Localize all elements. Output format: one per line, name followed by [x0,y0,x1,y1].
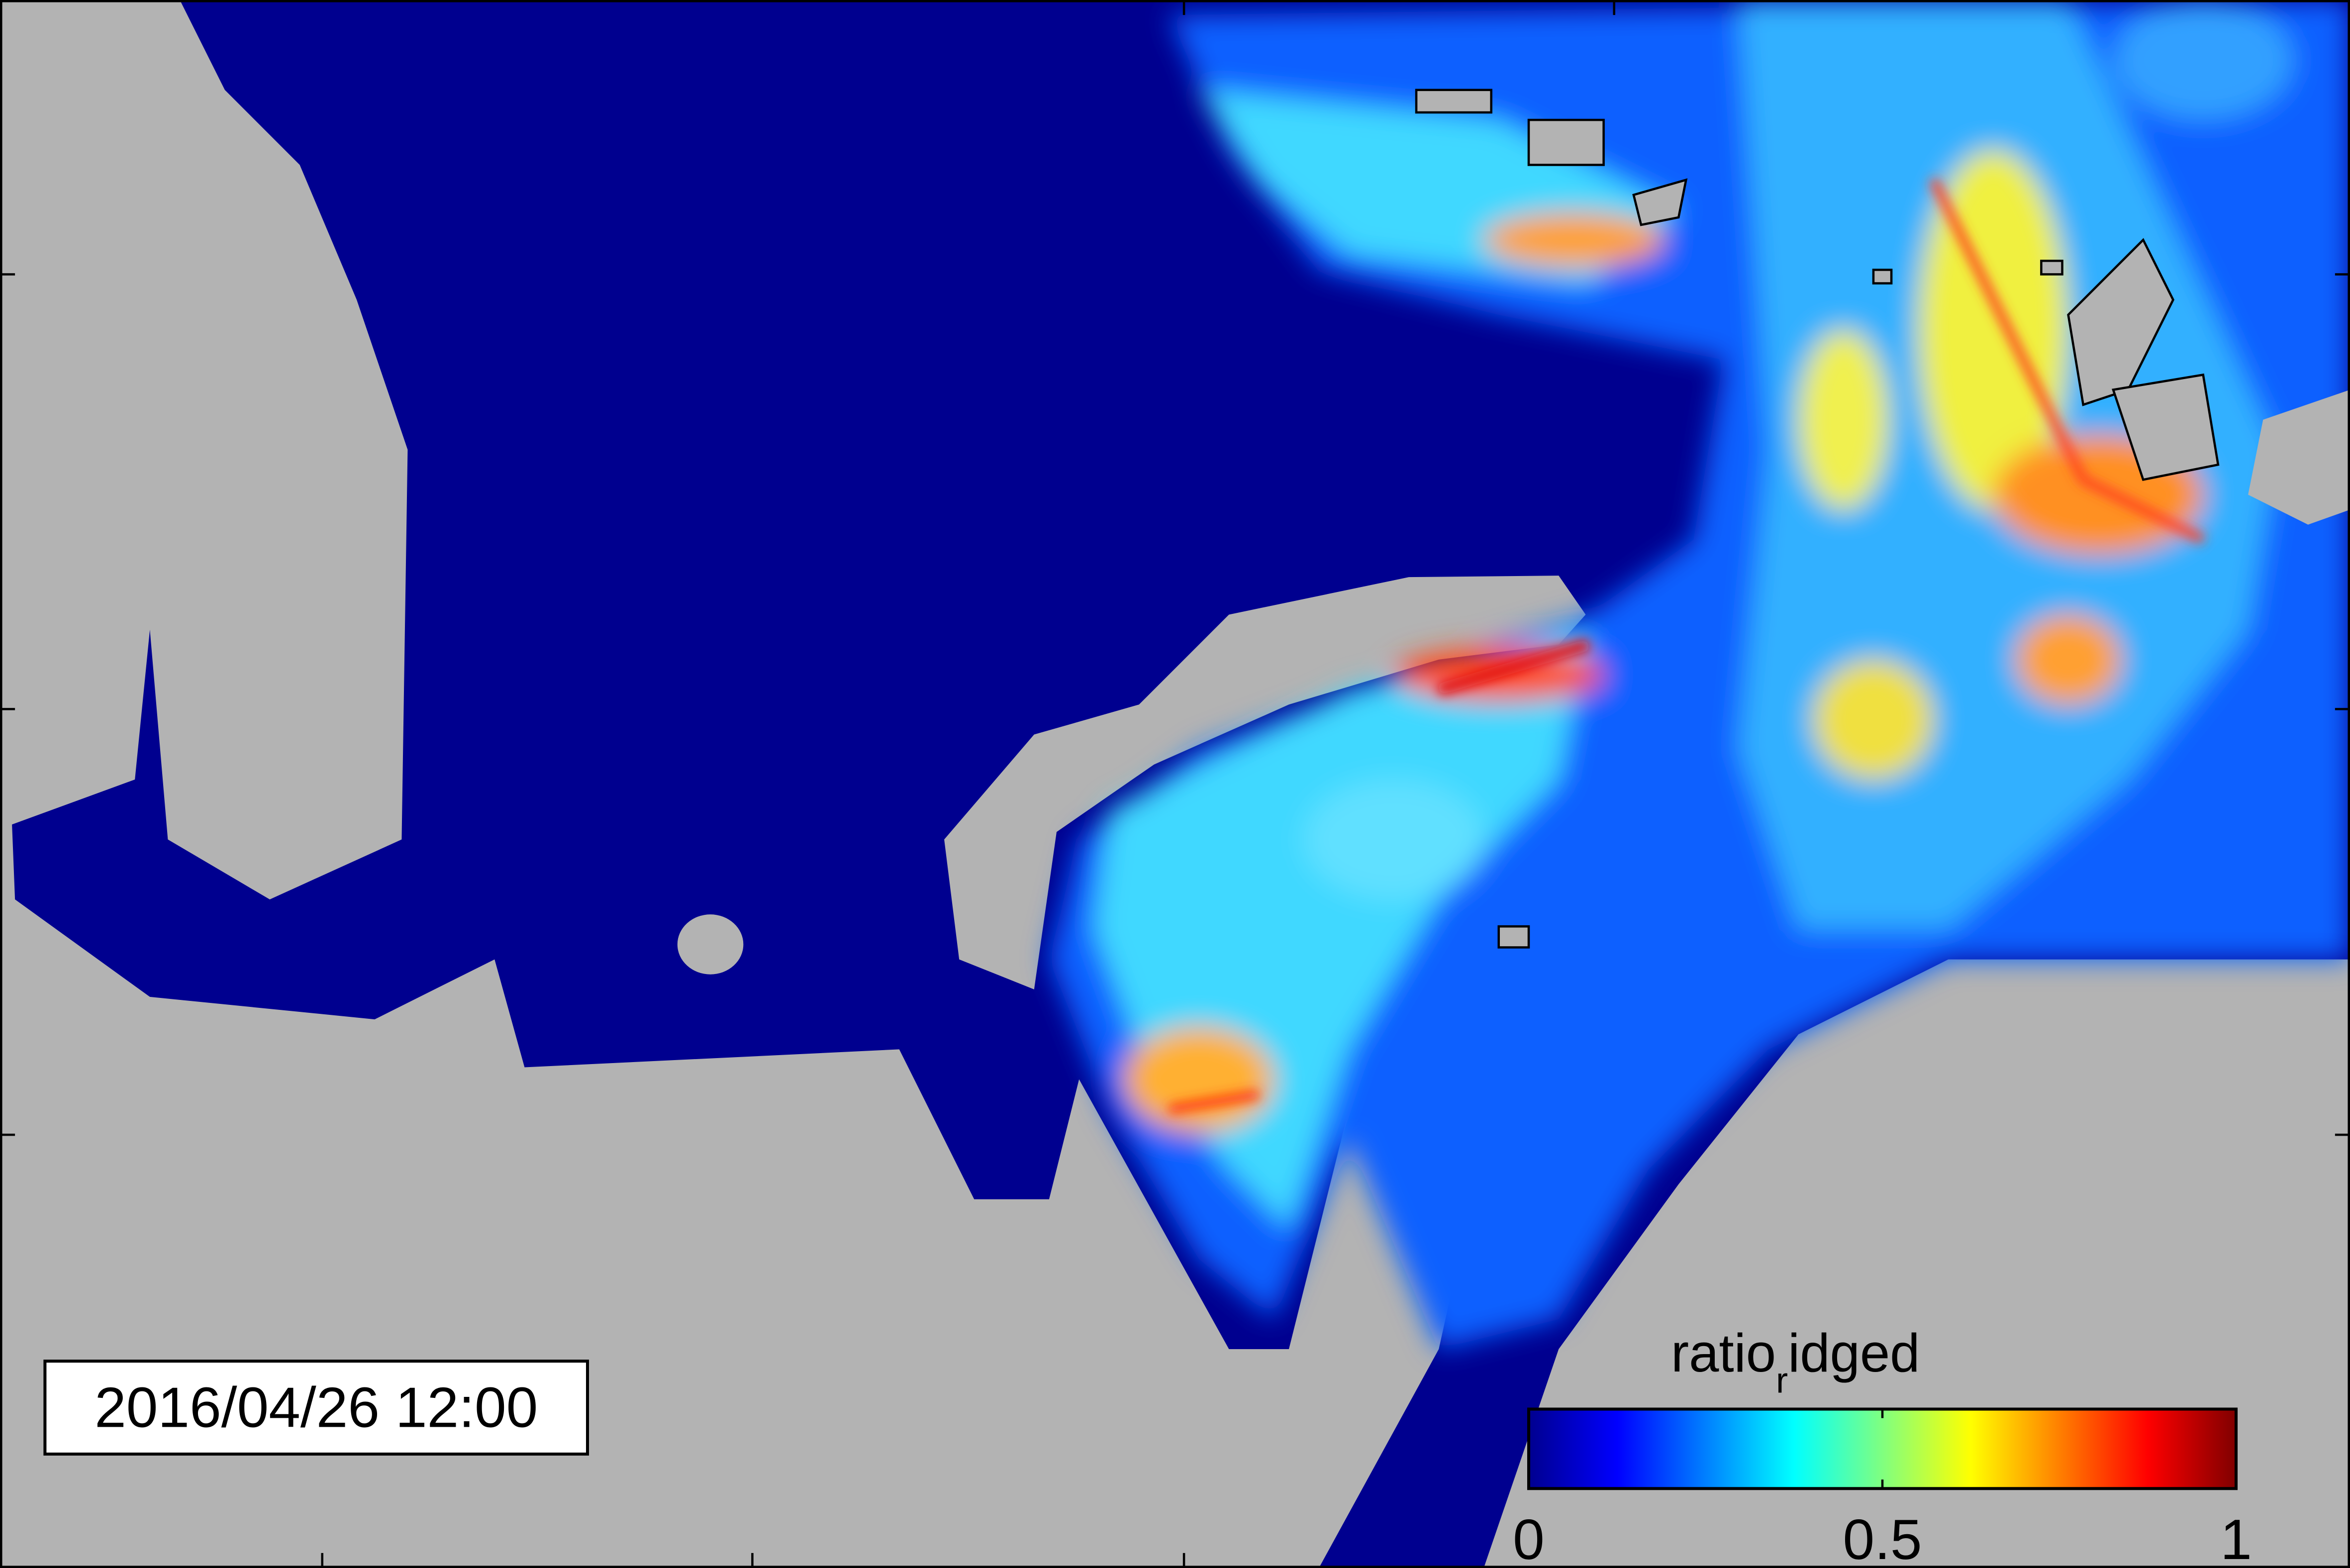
label-part: idged [1788,1323,1920,1383]
colorbar-tick-label: 0 [1513,1508,1545,1568]
colorbar-label: ratioridged [1671,1323,1920,1400]
peninsula [944,576,1586,989]
colorbar-tick-label: 1 [2220,1508,2252,1568]
ice-ridges [1168,178,2205,1114]
sea-ice [1049,0,2350,1350]
island [677,914,744,975]
islands [1415,89,2220,949]
label-part: ratio [1671,1323,1776,1383]
colorbar-ticks: 0 0.5 1 [1513,1409,2252,1568]
label-subscript: r [1776,1361,1788,1400]
colorbar-tick-label: 0.5 [1843,1508,1922,1568]
island-chain [2248,390,2350,525]
colorbar [1527,1407,2238,1490]
timestamp: 2016/04/26 12:00 [95,1376,538,1440]
timestamp-box [43,1360,589,1456]
